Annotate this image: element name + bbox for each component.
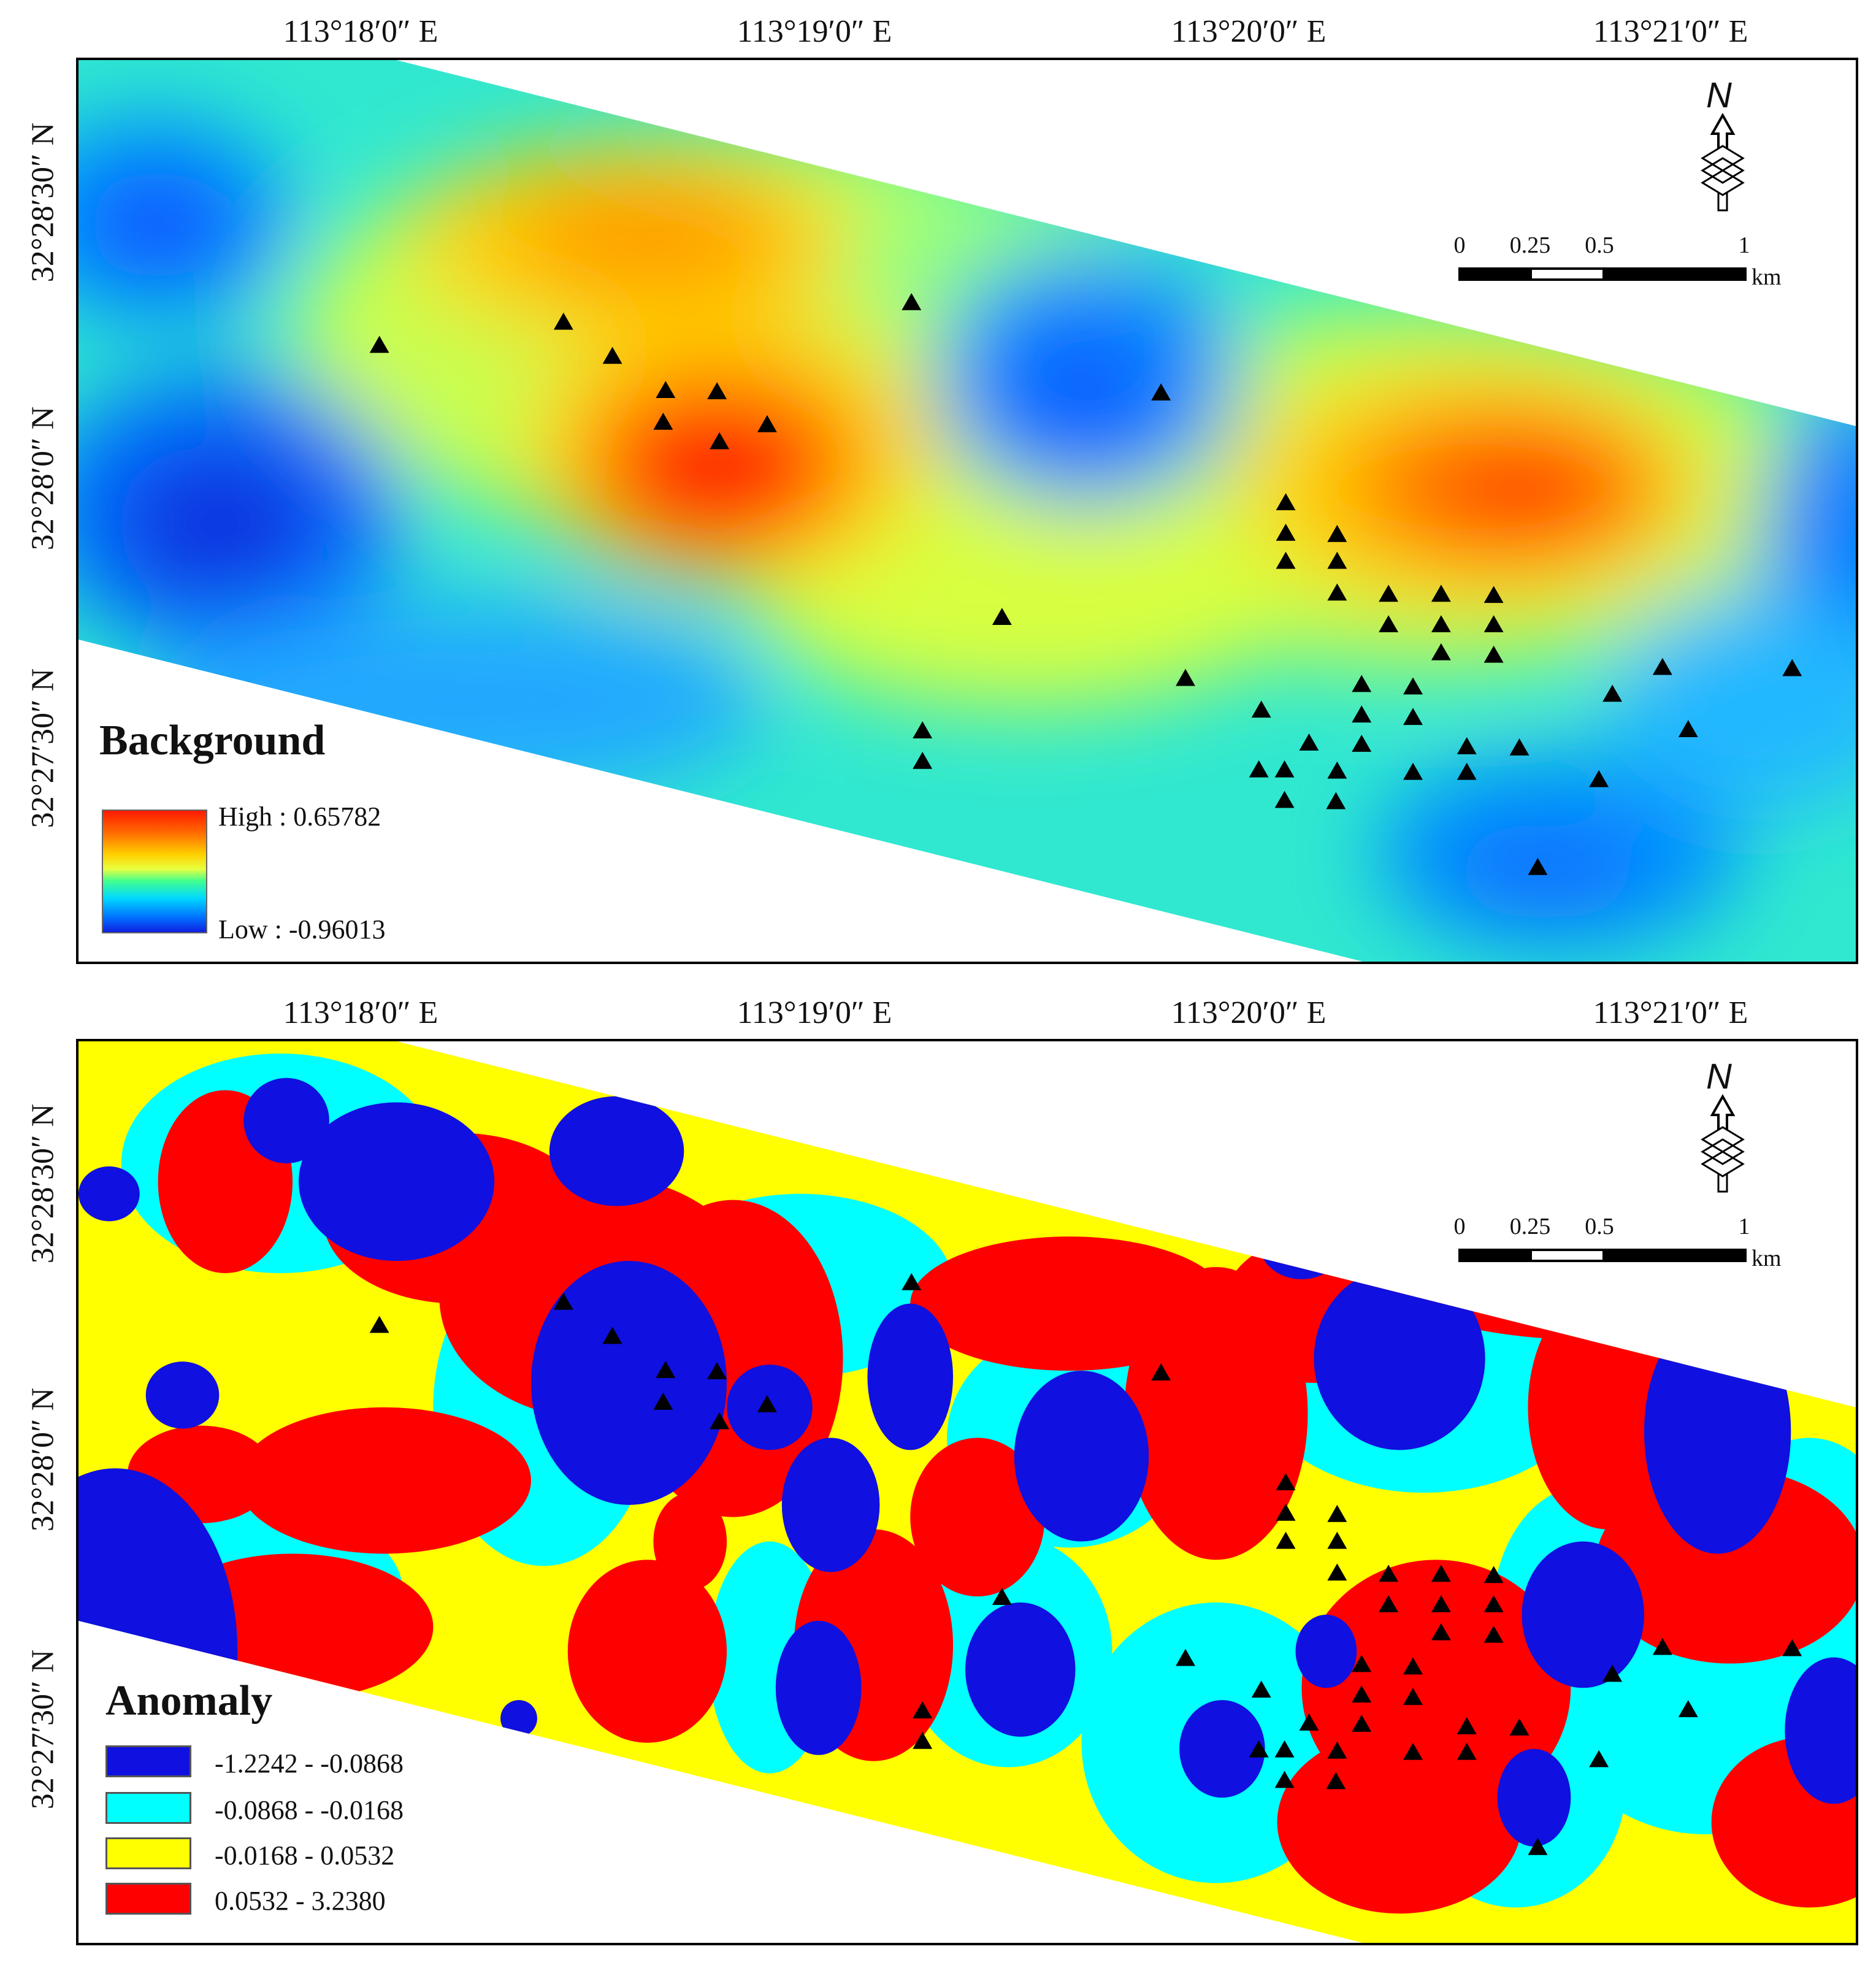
legend-low-label: Low : -0.96013 bbox=[218, 914, 386, 944]
lon-label: 113°19′0″ E bbox=[737, 14, 892, 49]
scale-bar: 0 0.25 0.5 1 km bbox=[1453, 1214, 1782, 1271]
lat-label: 32°27′30″ N bbox=[25, 668, 61, 829]
legend-swatch bbox=[105, 1792, 191, 1824]
color-ramp bbox=[102, 810, 207, 933]
lat-label: 32°28′30″ N bbox=[25, 122, 61, 283]
background-raster bbox=[78, 60, 1856, 962]
legend-swatch bbox=[105, 1837, 191, 1869]
lon-label: 113°20′0″ E bbox=[1171, 14, 1327, 49]
lon-label: 113°21′0″ E bbox=[1593, 995, 1748, 1030]
background-map-panel: 113°18′0″ E 113°19′0″ E 113°20′0″ E 113°… bbox=[0, 0, 1876, 981]
sample-sites-layer bbox=[369, 293, 1802, 875]
lon-label: 113°18′0″ E bbox=[283, 14, 438, 49]
legend-swatch bbox=[105, 1745, 191, 1777]
lat-label: 32°28′30″ N bbox=[25, 1103, 61, 1264]
legend-class-label: 0.0532 - 3.2380 bbox=[215, 1886, 386, 1916]
lon-label: 113°19′0″ E bbox=[737, 995, 892, 1030]
map-frame: N 0 0.25 0.5 1 km Background High : 0.65 bbox=[76, 58, 1858, 964]
sample-sites-layer bbox=[369, 1273, 1802, 1855]
anomaly-map-panel: 113°18′0″ E 113°19′0″ E 113°20′0″ E 113°… bbox=[0, 981, 1876, 1962]
legend-class-label: -1.2242 - -0.0868 bbox=[215, 1748, 404, 1778]
legend-high-label: High : 0.65782 bbox=[218, 802, 381, 832]
legend-title: Background bbox=[99, 717, 326, 764]
lon-label: 113°20′0″ E bbox=[1171, 995, 1327, 1030]
lon-label: 113°21′0″ E bbox=[1593, 14, 1748, 49]
anomaly-raster bbox=[78, 1041, 1856, 1943]
scale-bar: 0 0.25 0.5 1 km bbox=[1453, 232, 1782, 290]
north-arrow-icon: N bbox=[1695, 75, 1750, 213]
lat-label: 32°27′30″ N bbox=[25, 1649, 61, 1810]
legend-class-label: -0.0168 - 0.0532 bbox=[215, 1840, 395, 1870]
legend-swatch bbox=[105, 1883, 191, 1915]
lat-label: 32°28′0″ N bbox=[25, 1387, 61, 1532]
legend-class-label: -0.0868 - -0.0168 bbox=[215, 1795, 404, 1825]
north-arrow-icon: N bbox=[1695, 1057, 1750, 1195]
map-frame: N 0 0.25 0.5 1 km Anomaly -1.2 bbox=[76, 1039, 1858, 1945]
lat-label: 32°28′0″ N bbox=[25, 406, 61, 551]
lon-label: 113°18′0″ E bbox=[283, 995, 438, 1030]
legend-title: Anomaly bbox=[105, 1677, 273, 1725]
